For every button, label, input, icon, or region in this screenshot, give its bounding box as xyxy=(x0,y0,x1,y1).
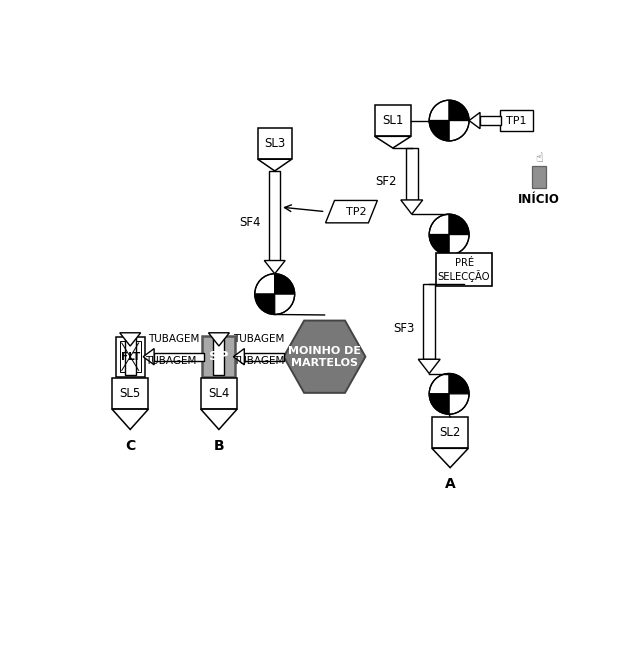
Polygon shape xyxy=(469,112,480,129)
Wedge shape xyxy=(449,214,469,235)
Text: TUBAGEM: TUBAGEM xyxy=(233,334,284,344)
Wedge shape xyxy=(430,235,449,255)
Wedge shape xyxy=(449,235,469,255)
Polygon shape xyxy=(325,200,377,223)
Wedge shape xyxy=(449,394,469,414)
Text: N2: N2 xyxy=(433,238,449,248)
Text: TP1: TP1 xyxy=(506,116,527,126)
Polygon shape xyxy=(375,136,411,148)
FancyBboxPatch shape xyxy=(120,341,141,373)
Polygon shape xyxy=(233,348,244,365)
Text: SL2: SL2 xyxy=(439,426,461,439)
FancyBboxPatch shape xyxy=(116,337,145,377)
Wedge shape xyxy=(449,373,469,394)
Text: SL5: SL5 xyxy=(120,387,141,400)
Wedge shape xyxy=(430,100,449,120)
Text: INÍCIO: INÍCIO xyxy=(518,193,560,206)
Text: TUBAGEM: TUBAGEM xyxy=(148,334,199,344)
FancyBboxPatch shape xyxy=(269,171,280,260)
Polygon shape xyxy=(120,332,141,346)
Wedge shape xyxy=(430,373,449,394)
Text: SL3: SL3 xyxy=(264,137,285,150)
Polygon shape xyxy=(143,348,154,365)
Text: SP: SP xyxy=(209,350,229,363)
Text: TP2: TP2 xyxy=(346,207,367,217)
Polygon shape xyxy=(432,448,468,468)
FancyBboxPatch shape xyxy=(112,377,149,409)
Wedge shape xyxy=(449,100,469,120)
Text: SL4: SL4 xyxy=(208,387,230,400)
Wedge shape xyxy=(255,294,275,315)
Polygon shape xyxy=(112,409,149,430)
FancyBboxPatch shape xyxy=(423,284,435,360)
FancyBboxPatch shape xyxy=(244,352,284,361)
FancyBboxPatch shape xyxy=(406,148,418,200)
FancyBboxPatch shape xyxy=(213,332,224,375)
Bar xyxy=(532,167,546,188)
Wedge shape xyxy=(430,120,449,141)
Polygon shape xyxy=(258,159,292,171)
Text: SL1: SL1 xyxy=(382,114,404,127)
Text: ☝: ☝ xyxy=(535,152,543,165)
FancyBboxPatch shape xyxy=(201,377,237,409)
Wedge shape xyxy=(275,274,294,294)
Text: MOINHO DE
MARTELOS: MOINHO DE MARTELOS xyxy=(288,346,361,368)
Wedge shape xyxy=(255,274,275,294)
FancyBboxPatch shape xyxy=(258,128,292,159)
Polygon shape xyxy=(418,360,440,373)
Text: B: B xyxy=(213,439,224,453)
Text: C: C xyxy=(125,439,135,453)
Text: TUBAGEM: TUBAGEM xyxy=(145,356,196,366)
Polygon shape xyxy=(201,409,237,430)
Wedge shape xyxy=(430,394,449,414)
Text: TUBAGEM: TUBAGEM xyxy=(233,356,285,366)
Wedge shape xyxy=(449,120,469,141)
Text: A: A xyxy=(445,477,455,491)
FancyBboxPatch shape xyxy=(203,336,235,377)
FancyBboxPatch shape xyxy=(375,104,411,136)
FancyBboxPatch shape xyxy=(125,332,136,375)
FancyBboxPatch shape xyxy=(154,352,204,361)
FancyBboxPatch shape xyxy=(480,116,502,125)
Text: FLT: FLT xyxy=(121,352,140,362)
FancyBboxPatch shape xyxy=(432,417,468,448)
Text: N4: N4 xyxy=(258,297,275,307)
Polygon shape xyxy=(284,321,365,393)
Text: SF3: SF3 xyxy=(393,323,414,336)
Polygon shape xyxy=(264,260,285,274)
Polygon shape xyxy=(208,332,230,346)
Text: SF4: SF4 xyxy=(239,216,260,229)
FancyBboxPatch shape xyxy=(500,110,533,131)
Text: PRÉ
SELECÇÃO: PRÉ SELECÇÃO xyxy=(438,258,491,282)
Polygon shape xyxy=(401,200,422,214)
Text: N1: N1 xyxy=(433,124,449,134)
Wedge shape xyxy=(275,294,294,315)
FancyBboxPatch shape xyxy=(436,253,493,286)
Wedge shape xyxy=(430,214,449,235)
Text: SF2: SF2 xyxy=(376,175,397,188)
Text: N3: N3 xyxy=(433,397,449,407)
